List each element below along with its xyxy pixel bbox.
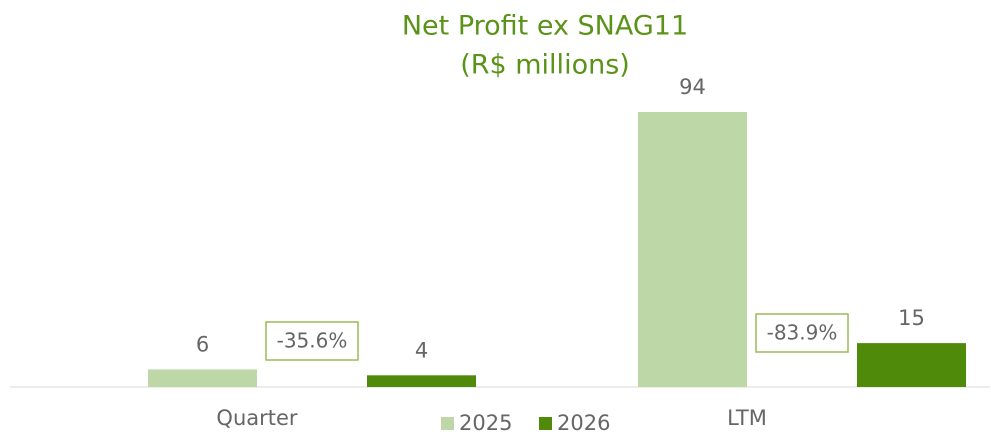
x-tick-label: LTM (727, 406, 767, 430)
chart-title: Net Profit ex SNAG11 (402, 11, 688, 42)
bar (857, 343, 966, 387)
bar (638, 112, 747, 387)
bar (367, 375, 476, 387)
data-label: 4 (415, 338, 428, 362)
annotation: -35.6% (277, 329, 348, 353)
annotation-box (755, 313, 849, 353)
chart-subtitle: (R$ millions) (460, 50, 630, 81)
legend-swatch (539, 417, 552, 430)
data-label: 94 (679, 75, 706, 99)
data-label: 15 (898, 306, 925, 330)
x-tick-label: Quarter (216, 406, 297, 430)
data-label: 6 (196, 332, 209, 356)
legend-label: 2025 (459, 411, 512, 434)
legend-swatch (441, 417, 454, 430)
legend-label: 2026 (557, 411, 610, 434)
annotation: -83.9% (767, 321, 838, 345)
annotation-box (265, 321, 359, 361)
bar (148, 369, 257, 387)
